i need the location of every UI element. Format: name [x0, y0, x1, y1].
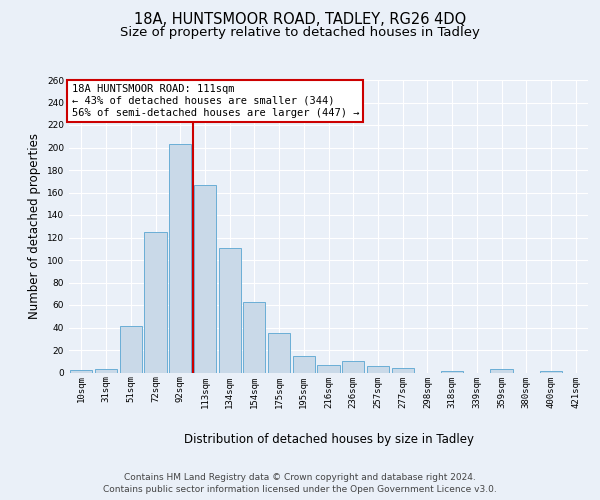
- Bar: [317, 364, 340, 372]
- Bar: [367, 366, 389, 372]
- Text: 18A HUNTSMOOR ROAD: 111sqm
← 43% of detached houses are smaller (344)
56% of sem: 18A HUNTSMOOR ROAD: 111sqm ← 43% of deta…: [71, 84, 359, 117]
- Bar: [342, 361, 364, 372]
- Bar: [268, 333, 290, 372]
- Bar: [218, 248, 241, 372]
- Bar: [169, 144, 191, 372]
- Text: Distribution of detached houses by size in Tadley: Distribution of detached houses by size …: [184, 432, 474, 446]
- Bar: [490, 369, 512, 372]
- Text: 18A, HUNTSMOOR ROAD, TADLEY, RG26 4DQ: 18A, HUNTSMOOR ROAD, TADLEY, RG26 4DQ: [134, 12, 466, 28]
- Bar: [392, 368, 414, 372]
- Text: Contains public sector information licensed under the Open Government Licence v3: Contains public sector information licen…: [103, 485, 497, 494]
- Bar: [194, 184, 216, 372]
- Y-axis label: Number of detached properties: Number of detached properties: [28, 133, 41, 320]
- Bar: [119, 326, 142, 372]
- Bar: [243, 302, 265, 372]
- Bar: [145, 232, 167, 372]
- Bar: [70, 370, 92, 372]
- Text: Contains HM Land Registry data © Crown copyright and database right 2024.: Contains HM Land Registry data © Crown c…: [124, 472, 476, 482]
- Text: Size of property relative to detached houses in Tadley: Size of property relative to detached ho…: [120, 26, 480, 39]
- Bar: [95, 369, 117, 372]
- Bar: [293, 356, 315, 372]
